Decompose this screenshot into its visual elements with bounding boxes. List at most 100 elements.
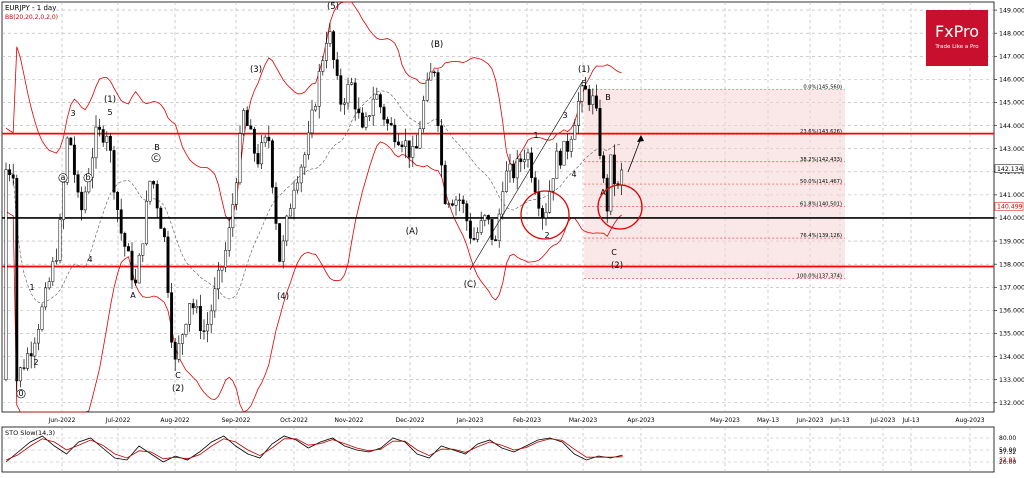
- candle-body: [404, 140, 408, 147]
- candle-body: [422, 100, 426, 129]
- elliott-wave-label: (2): [172, 384, 184, 394]
- candle-body: [152, 180, 156, 185]
- candle-body: [108, 135, 112, 151]
- candle-body: [324, 43, 328, 61]
- bollinger-upper-band: [5, 1, 622, 222]
- candle-body: [263, 136, 267, 143]
- candle-body: [414, 146, 418, 149]
- candle-body: [378, 94, 382, 108]
- candle-body: [465, 203, 469, 222]
- candle-body: [350, 82, 354, 85]
- candle-body: [130, 250, 134, 281]
- candle-body: [216, 269, 220, 290]
- elliott-wave-label: (1): [578, 65, 590, 75]
- stochastic-tick-label: 80.00: [999, 435, 1016, 442]
- candle-body: [26, 353, 30, 369]
- candle-body: [328, 31, 332, 44]
- candle-body: [368, 115, 372, 117]
- elliott-wave-label: C: [175, 371, 181, 380]
- candle-body: [620, 169, 624, 185]
- y-tick-label: 148.000: [999, 30, 1024, 37]
- candle-body: [490, 219, 494, 240]
- elliott-wave-label: 5: [581, 79, 586, 88]
- candle-body: [364, 116, 368, 128]
- candle-body: [436, 72, 440, 126]
- candle-body: [90, 157, 94, 178]
- y-tick-label: 143.000: [999, 146, 1024, 153]
- y-tick-label: 138.000: [999, 261, 1024, 268]
- x-tick-label: Jun-2022: [48, 417, 76, 424]
- candle-body: [285, 215, 289, 242]
- candle-body: [69, 137, 73, 146]
- brand-logo: FxPro Trade Like a Pro: [926, 10, 988, 66]
- current-price-tag: [994, 164, 1024, 173]
- y-tick-label: 137.000: [999, 284, 1024, 291]
- candle-body: [587, 88, 591, 105]
- stochastic-tick-label: 50.00: [999, 447, 1016, 454]
- candle-body: [260, 142, 264, 165]
- y-tick-label: 146.000: [999, 77, 1024, 84]
- fibonacci-level-label: 50.0%(141.467): [800, 179, 842, 185]
- candle-body: [134, 279, 138, 284]
- candle-body: [396, 141, 400, 146]
- candle-body: [11, 174, 15, 179]
- candle-body: [213, 288, 217, 312]
- candle-body: [8, 169, 12, 176]
- candle-body: [40, 306, 44, 330]
- elliott-wave-label: (A): [406, 227, 418, 237]
- fibonacci-level-label: 61.8%(140.501): [800, 201, 842, 207]
- candle-body: [123, 232, 127, 247]
- candle-body: [170, 292, 174, 343]
- logo-tagline: Trade Like a Pro: [934, 44, 979, 50]
- candle-body: [220, 266, 224, 271]
- fibonacci-level-label: 100.0%(137.374): [797, 274, 842, 280]
- x-tick-label: Jan-2023: [456, 417, 484, 424]
- y-tick-label: 144.000: [999, 123, 1024, 130]
- x-tick-label: Jun-13: [829, 417, 849, 424]
- x-tick-label: Jul-2022: [105, 417, 131, 424]
- candle-body: [47, 281, 51, 289]
- elliott-wave-label: 2: [33, 358, 38, 367]
- candle-body: [425, 79, 429, 101]
- elliott-wave-label: 1: [533, 131, 538, 140]
- indicator-label: BB(20,20,2,0,2,0): [5, 14, 58, 21]
- forecast-arrow: [627, 137, 642, 173]
- y-tick-label: 135.000: [999, 331, 1024, 338]
- candle-body: [598, 107, 602, 156]
- candle-body: [580, 85, 584, 102]
- x-axis: Jun-2022 Jul-2022 Aug-2022 Sep-2022 Oct-2022…: [48, 417, 985, 424]
- wave-label-circle: [83, 173, 93, 183]
- candle-body: [227, 227, 231, 251]
- candle-body: [209, 310, 213, 325]
- elliott-wave-label: 4: [571, 170, 576, 179]
- y-tick-label: 132.000: [999, 400, 1024, 407]
- candle-body: [476, 232, 480, 240]
- candle-body: [231, 204, 235, 228]
- candle-body: [472, 238, 476, 240]
- candle-body: [242, 110, 246, 134]
- candle-body: [198, 306, 202, 331]
- candle-body: [483, 215, 487, 221]
- candle-body: [508, 163, 512, 172]
- candle-body: [594, 95, 598, 109]
- candle-body: [29, 353, 33, 357]
- candle-body: [339, 75, 343, 105]
- candle-body: [148, 180, 152, 202]
- candle-body: [252, 128, 256, 154]
- candle-body: [303, 154, 307, 168]
- marked-price-label: 140.499: [997, 204, 1023, 211]
- candle-body: [332, 31, 336, 60]
- x-tick-label: Aug-2023: [955, 417, 984, 424]
- candle-body: [346, 84, 350, 104]
- x-tick-label: Jun-2023: [796, 417, 824, 424]
- candle-body: [306, 132, 310, 156]
- elliott-wave-label: (4): [277, 292, 289, 302]
- candle-body: [202, 330, 206, 332]
- candle-body: [584, 85, 588, 90]
- candle-body: [191, 303, 195, 309]
- y-tick-label: 133.000: [999, 377, 1024, 384]
- candle-body: [533, 177, 537, 193]
- candle-body: [296, 182, 300, 191]
- candle-body: [267, 136, 271, 142]
